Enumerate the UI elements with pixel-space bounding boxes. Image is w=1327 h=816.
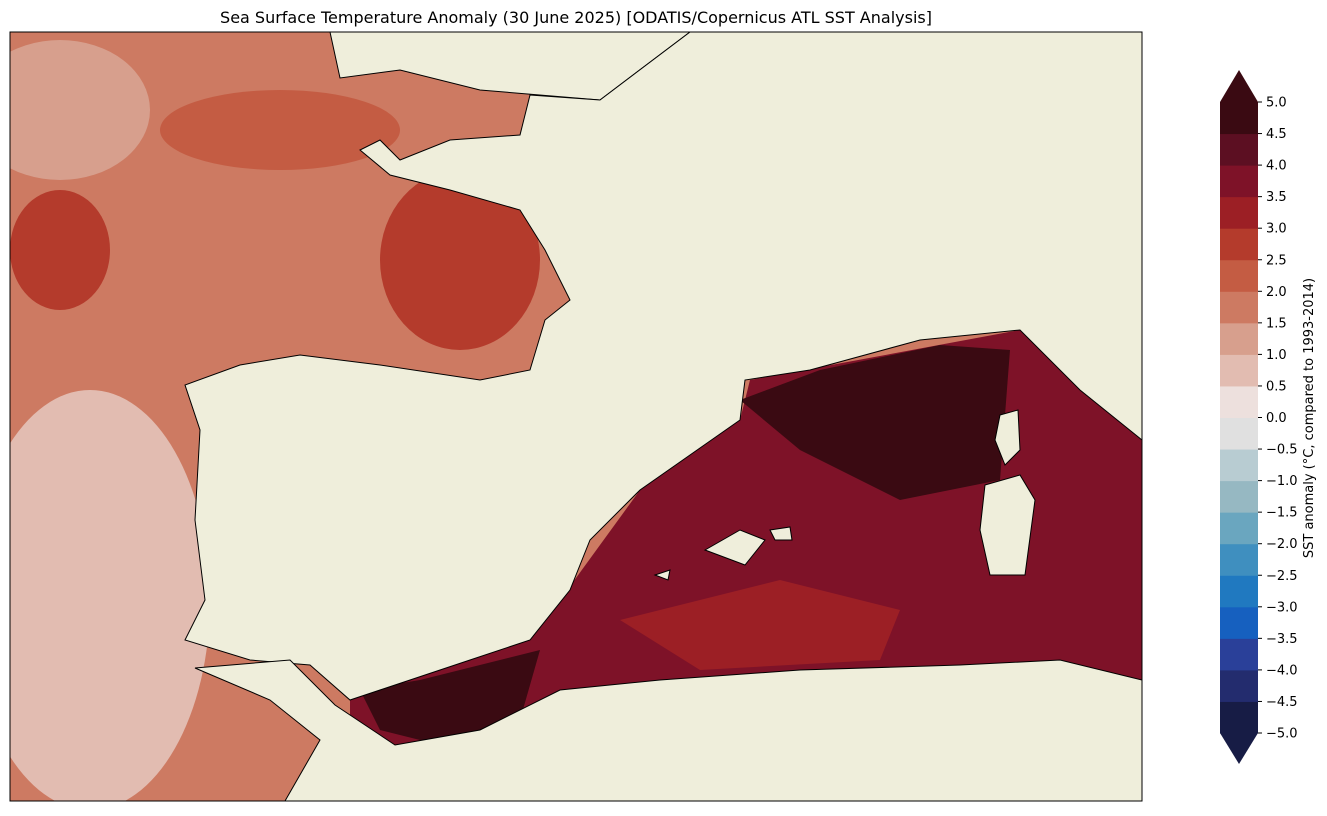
colorbar-tick-label: 4.0 [1266,159,1287,174]
island [703,529,766,566]
colorbar-band [1220,480,1258,513]
colorbar-band [1220,417,1258,450]
colorbar-tick-label: −4.0 [1266,663,1298,678]
colorbar: −5.0 −4.5 −4.0 −3.5 −3.0 −2.5 −2.0 −1.5 −1.0 −0.5… [1220,70,1298,764]
colorbar-tick-label: −0.5 [1266,443,1298,458]
colorbar-band [1220,102,1258,135]
land [184,32,1142,701]
colorbar-band [1220,322,1258,355]
colorbar-band [1220,259,1258,292]
sea-anomaly [360,650,540,745]
colorbar-extend-bottom [1220,733,1258,764]
colorbar-tick-label: −3.5 [1266,632,1298,647]
island [769,526,793,541]
colorbar-band [1220,165,1258,198]
colorbar-tick-label: −1.5 [1266,506,1298,521]
sea-anomaly [160,90,400,170]
colorbar-tick-label: 1.0 [1266,348,1287,363]
colorbar-band [1220,669,1258,702]
colorbar-extend-top [1220,70,1258,102]
sea-anomaly [10,190,110,310]
sea-anomaly [740,345,1010,500]
colorbar-tick-label: 5.0 [1266,96,1287,111]
colorbar-band [1220,291,1258,324]
colorbar-band [1220,543,1258,576]
island [994,409,1021,466]
chart-title: Sea Surface Temperature Anomaly (30 June… [220,8,932,27]
colorbar-band [1220,575,1258,608]
colorbar-band [1220,228,1258,261]
sea-anomaly [380,170,540,350]
island [653,569,671,581]
colorbar-band [1220,512,1258,545]
colorbar-tick-label: −5.0 [1266,727,1298,742]
colorbar-band [1220,449,1258,482]
colorbar-tick-label: −2.5 [1266,569,1298,584]
island [979,474,1036,576]
land [194,659,1142,801]
colorbar-tick-label: 3.5 [1266,190,1287,205]
colorbar-band [1220,606,1258,639]
colorbar-tick-label: 1.5 [1266,316,1287,331]
colorbar-tick-label: 0.5 [1266,379,1287,394]
land [329,32,691,101]
colorbar-tick-label: −2.0 [1266,537,1298,552]
map-frame [9,31,1143,802]
colorbar-band [1220,701,1258,734]
colorbar-band [1220,196,1258,229]
colorbar-band [1220,354,1258,387]
sea-anomaly [10,390,210,801]
colorbar-tick-label: 3.0 [1266,222,1287,237]
colorbar-band [1220,133,1258,166]
colorbar-band [1220,638,1258,671]
map [10,32,1142,801]
colorbar-tick-label: 4.5 [1266,127,1287,142]
colorbar-tick-label: −1.0 [1266,474,1298,489]
colorbar-tick-label: 0.0 [1266,411,1287,426]
colorbar-tick-label: 2.0 [1266,285,1287,300]
colorbar-tick-label: −3.0 [1266,600,1298,615]
colorbar-label: SST anomaly (°C, compared to 1993-2014) [1302,278,1317,558]
colorbar-tick-label: −4.5 [1266,695,1298,710]
sea-anomaly [10,40,150,180]
colorbar-band [1220,385,1258,418]
sea-anomaly [620,580,900,670]
colorbar-tick-label: 2.5 [1266,253,1287,268]
